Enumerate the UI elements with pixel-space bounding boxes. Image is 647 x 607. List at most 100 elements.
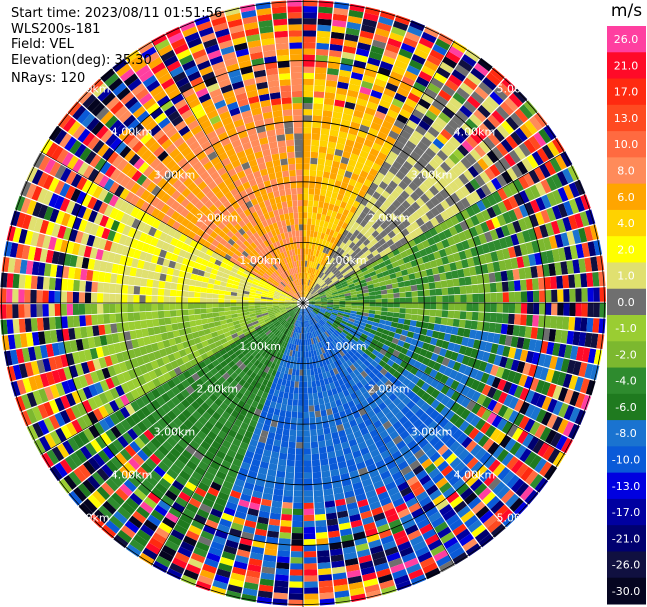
velocity-gate — [321, 359, 327, 367]
velocity-gate — [164, 539, 180, 552]
velocity-gate — [350, 71, 364, 81]
velocity-gate — [351, 303, 358, 306]
velocity-gate — [253, 453, 263, 462]
velocity-gate — [301, 333, 303, 340]
velocity-gate — [456, 483, 470, 496]
velocity-gate — [357, 394, 366, 403]
velocity-gate — [508, 291, 516, 303]
velocity-gate — [351, 213, 359, 222]
velocity-gate — [254, 528, 267, 537]
velocity-gate — [306, 369, 311, 376]
velocity-gate — [254, 325, 262, 331]
velocity-gate — [522, 338, 531, 350]
velocity-gate — [409, 480, 422, 492]
velocity-gate — [333, 578, 348, 587]
velocity-gate — [507, 313, 515, 325]
velocity-gate — [334, 329, 341, 336]
velocity-gate — [358, 243, 366, 251]
velocity-gate — [435, 339, 444, 348]
velocity-gate — [435, 203, 445, 214]
velocity-gate — [261, 566, 276, 575]
velocity-gate — [104, 324, 112, 335]
velocity-gate — [470, 91, 485, 105]
velocity-gate — [496, 214, 507, 227]
velocity-gate — [252, 320, 259, 326]
velocity-gate — [217, 562, 233, 573]
velocity-gate — [356, 293, 364, 298]
velocity-gate — [510, 359, 520, 372]
velocity-gate — [411, 507, 425, 519]
velocity-gate — [320, 340, 326, 348]
velocity-gate — [105, 478, 119, 492]
velocity-gate — [324, 323, 331, 329]
velocity-gate — [110, 474, 124, 488]
velocity-gate — [357, 303, 364, 306]
velocity-gate — [341, 478, 352, 487]
velocity-gate — [331, 332, 338, 339]
velocity-gate — [346, 322, 353, 328]
velocity-gate — [448, 303, 455, 311]
velocity-gate — [424, 87, 438, 100]
velocity-gate — [556, 316, 564, 330]
velocity-gate — [318, 201, 324, 209]
velocity-gate — [455, 242, 465, 252]
velocity-gate — [297, 332, 300, 340]
velocity-gate — [368, 379, 376, 388]
velocity-gate — [219, 518, 232, 528]
velocity-gate — [338, 249, 345, 256]
velocity-gate — [433, 440, 445, 452]
velocity-gate — [360, 446, 370, 456]
velocity-gate — [140, 394, 151, 406]
velocity-gate — [502, 345, 511, 358]
velocity-gate — [157, 461, 170, 473]
velocity-gate — [158, 550, 174, 563]
velocity-gate — [481, 243, 491, 254]
velocity-gate — [534, 458, 547, 473]
velocity-gate — [104, 415, 115, 429]
velocity-gate — [535, 197, 546, 211]
velocity-gate — [425, 350, 434, 360]
velocity-gate — [299, 369, 303, 376]
velocity-gate — [356, 308, 364, 313]
velocity-gate — [424, 296, 431, 303]
velocity-gate — [229, 489, 242, 499]
velocity-gate — [334, 148, 344, 157]
velocity-gate — [575, 303, 582, 317]
velocity-gate — [447, 342, 456, 352]
velocity-gate — [220, 337, 228, 345]
velocity-gate — [339, 341, 346, 348]
velocity-gate — [405, 195, 416, 206]
velocity-gate — [312, 317, 318, 324]
velocity-gate — [397, 541, 412, 552]
velocity-gate — [306, 357, 310, 364]
velocity-gate — [306, 285, 310, 292]
velocity-gate — [344, 309, 351, 313]
velocity-gate — [556, 218, 567, 233]
velocity-gate — [326, 512, 338, 520]
velocity-gate — [291, 304, 298, 308]
velocity-gate — [385, 320, 392, 327]
velocity-gate — [550, 220, 561, 235]
velocity-gate — [452, 252, 461, 262]
velocity-gate — [233, 323, 241, 330]
velocity-gate — [526, 290, 534, 303]
velocity-gate — [141, 445, 154, 458]
velocity-gate — [291, 312, 296, 318]
velocity-gate — [332, 205, 340, 213]
velocity-gate — [67, 316, 74, 328]
velocity-gate — [330, 123, 341, 131]
velocity-gate — [348, 581, 364, 591]
velocity-gate — [327, 242, 334, 249]
velocity-gate — [303, 121, 312, 128]
velocity-gate — [384, 156, 395, 166]
velocity-gate — [330, 313, 337, 318]
velocity-gate — [413, 161, 425, 172]
velocity-gate — [284, 314, 290, 320]
velocity-gate — [365, 133, 377, 143]
velocity-gate — [574, 409, 586, 426]
velocity-gate — [362, 289, 369, 294]
velocity-gate — [401, 219, 411, 228]
velocity-gate — [360, 227, 368, 236]
velocity-gate — [533, 112, 548, 128]
velocity-gate — [339, 303, 346, 306]
